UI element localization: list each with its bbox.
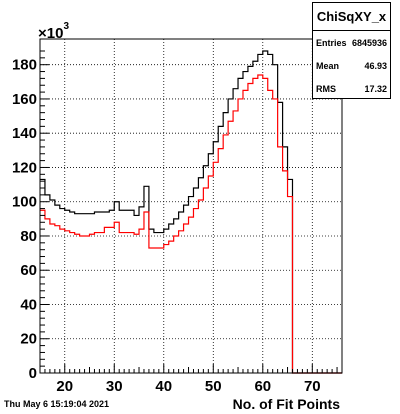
stats-box: ChiSqXY_x Entries 6845936 Mean 46.93 RMS… (312, 2, 391, 99)
stats-row-rms: RMS 17.32 (313, 77, 390, 100)
y-tick-label: 100 (12, 194, 37, 211)
stats-mean-label: Mean (316, 61, 340, 71)
plot-frame (39, 38, 343, 374)
histogram-series (40, 50, 342, 374)
stats-title: ChiSqXY_x (313, 3, 390, 31)
y-axis-exponent: ×103 (38, 21, 70, 42)
histogram-series-1 (40, 74, 342, 374)
x-tick-label: 70 (304, 378, 321, 395)
stats-mean-value: 46.93 (364, 61, 387, 71)
y-tick-label: 140 (12, 125, 37, 142)
stats-entries-label: Entries (316, 38, 347, 48)
y-tick-label: 160 (12, 91, 37, 108)
x-axis-title: No. of Fit Points (232, 396, 340, 412)
y-tick-label: 180 (12, 57, 37, 74)
x-tick-label: 30 (106, 378, 123, 395)
axis-tick-labels: 20 30 40 50 60 70 0 20 40 60 80 100 120 140 160 180 (12, 57, 321, 395)
axis-ticks (40, 50, 338, 374)
timestamp-label: Thu May 6 15:19:04 2021 (4, 399, 110, 409)
stats-rms-label: RMS (316, 84, 336, 94)
stats-rms-value: 17.32 (364, 84, 387, 94)
x-tick-label: 60 (254, 378, 271, 395)
histogram-series-0 (40, 50, 342, 374)
y-tick-label: 120 (12, 159, 37, 176)
y-tick-label: 60 (20, 262, 37, 279)
x-tick-label: 20 (56, 378, 73, 395)
y-tick-label: 80 (20, 228, 37, 245)
stats-row-entries: Entries 6845936 (313, 31, 390, 54)
y-tick-label: 0 (29, 365, 37, 382)
x-tick-label: 50 (205, 378, 222, 395)
y-tick-label: 40 (20, 296, 37, 313)
x-tick-label: 40 (155, 378, 172, 395)
stats-row-mean: Mean 46.93 (313, 54, 390, 77)
grid-lines (40, 39, 342, 373)
stats-entries-value: 6845936 (351, 38, 387, 48)
y-tick-label: 20 (20, 331, 37, 348)
